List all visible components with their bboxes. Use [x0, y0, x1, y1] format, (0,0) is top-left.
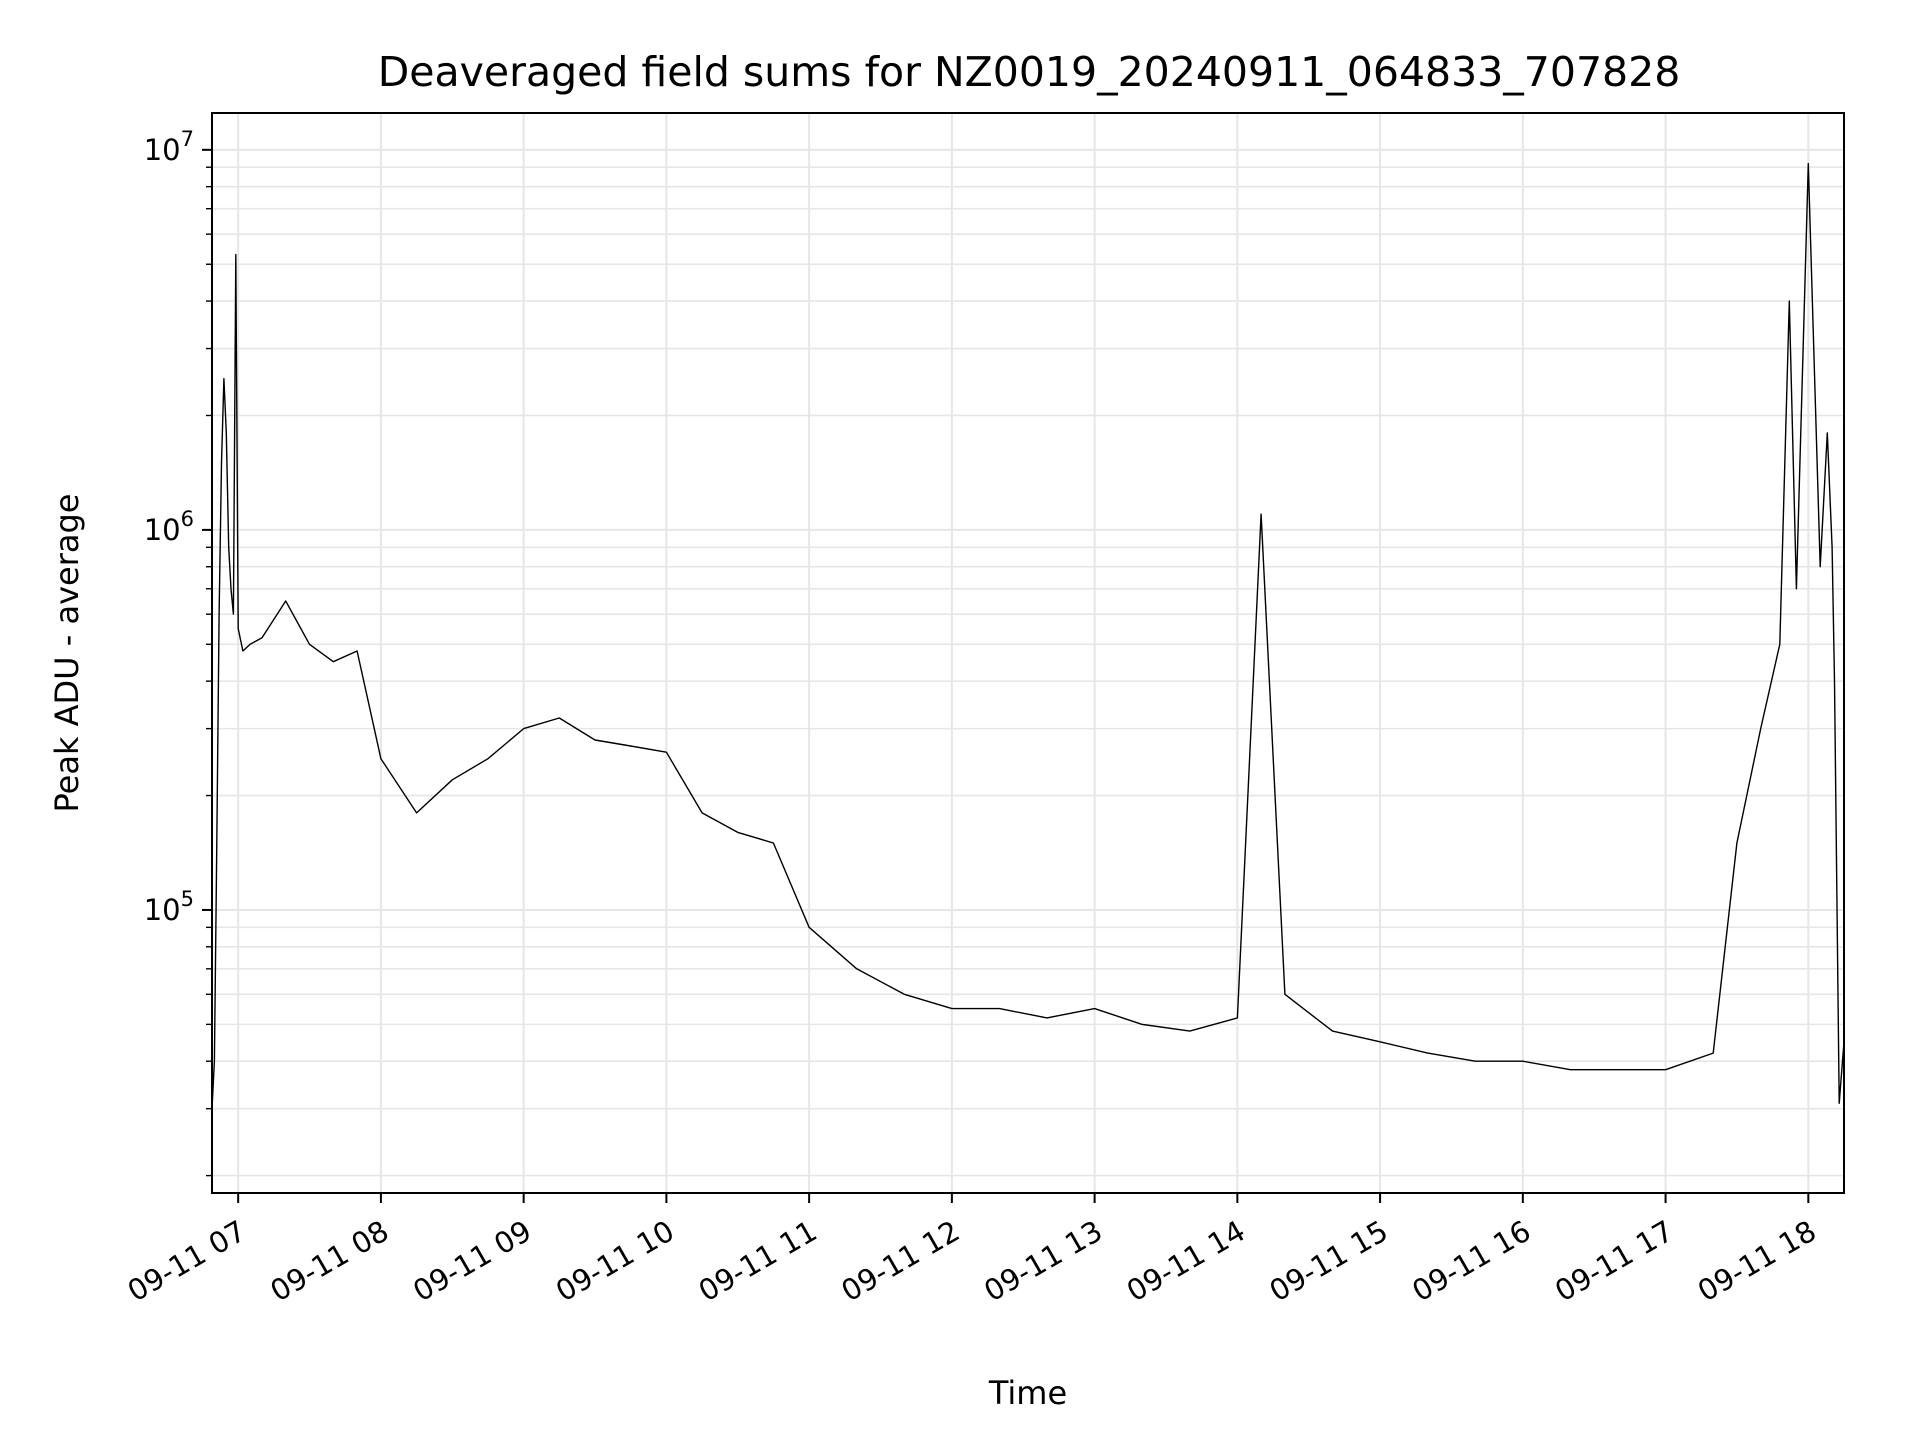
chart-title: Deaveraged field sums for NZ0019_2024091…: [378, 48, 1681, 96]
plot-area: [211, 162, 1845, 1109]
y-tick-label: 106: [144, 507, 194, 547]
x-tick-label: 09-11 10: [550, 1214, 680, 1309]
series-line: [211, 162, 1845, 1109]
x-tick-label: 09-11 12: [835, 1214, 965, 1309]
x-tick-label: 09-11 09: [407, 1214, 537, 1309]
plot-frame: [211, 112, 1845, 1194]
y-tick-label: 107: [144, 127, 194, 167]
x-tick-label: 09-11 15: [1264, 1214, 1394, 1309]
grid: [212, 113, 1844, 1193]
x-tick-label: 09-11 11: [693, 1214, 823, 1309]
x-tick-label: 09-11 17: [1549, 1214, 1679, 1309]
x-tick-label: 09-11 18: [1692, 1214, 1822, 1309]
y-axis-label: Peak ADU - average: [48, 494, 86, 813]
y-tick-label: 105: [144, 887, 194, 927]
x-tick-label: 09-11 14: [1121, 1214, 1251, 1309]
x-tick-label: 09-11 08: [264, 1214, 394, 1309]
x-axis-label: Time: [988, 1374, 1067, 1412]
x-tick-label: 09-11 13: [978, 1214, 1108, 1309]
x-tick-label: 09-11 16: [1406, 1214, 1536, 1309]
x-tick-label: 09-11 07: [122, 1214, 252, 1309]
